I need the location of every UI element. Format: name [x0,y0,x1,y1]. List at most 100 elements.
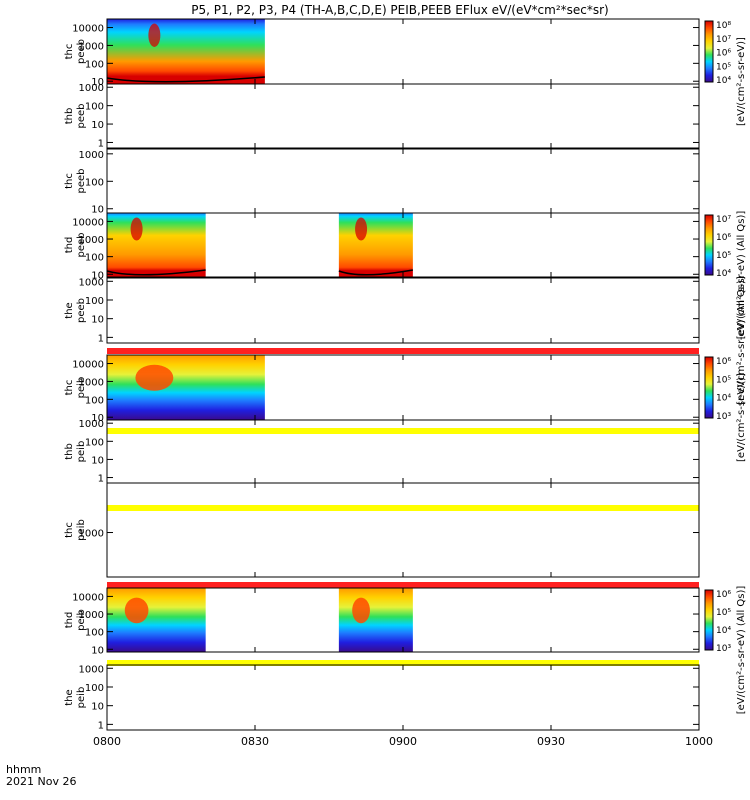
date-label: 2021 Nov 26 [6,775,76,788]
y-tick-label: 10000 [72,217,104,228]
panel-probe-label: thc [64,173,75,189]
panel-product-label: peib [76,377,87,399]
spectrogram-span [107,355,265,420]
panel-10: 1 10 100 1000 the peib [64,664,700,731]
y-tick-label: 10 [91,702,104,713]
y-tick-label: 10 [91,413,104,424]
panel-product-label: peeb [76,104,87,129]
colorbar-tick-label: 10⁶ [716,49,731,59]
colorbar-tick-label: 10⁸ [716,21,731,31]
y-tick-label: 100 [85,683,104,694]
colorbar-tick-label: 10⁵ [716,62,731,72]
spectrogram-span [338,588,413,652]
panel-product-label: peib [76,441,87,463]
colorbar-label: [eV/(cm²-s-sr-eV)] [736,373,747,462]
colorbar-tick-label: 10⁴ [716,269,731,279]
panel-probe-label: thd [64,612,75,629]
y-tick-label: 100 [85,395,104,406]
time-axis: 0800 0830 0900 0930 1000 [93,735,713,748]
panel-probe-label: thc [64,44,75,60]
panel-frame [106,664,700,731]
panel-probe-label: thb [64,108,75,125]
panel-frame [106,83,700,149]
x-tick-label: 0930 [537,735,565,748]
panel-probe-label: thc [64,380,75,396]
colorbar-tick-label: 10⁴ [716,626,731,636]
panel-product-label: peib [76,609,87,631]
spectrogram-span [107,588,206,652]
colorbar-tick-label: 10⁶ [716,357,731,367]
panel-probe-label: the [64,302,75,318]
panel-product-label: peib [76,687,87,709]
y-tick-label: 1 [98,720,104,731]
figure-title: P5, P1, P2, P3, P4 (TH-A,B,C,D,E) PEIB,P… [191,3,608,17]
y-tick-label: 100 [85,437,104,448]
y-tick-label: 1 [98,138,104,149]
flux-hotspot [352,597,370,624]
y-tick-label: 1000 [79,610,104,621]
colorbar-tick-label: 10⁶ [716,590,731,600]
y-tick-label: 10000 [72,24,104,35]
y-tick-label: 100 [85,253,104,264]
spacecraft-potential-line [106,76,265,83]
panel-product-label: peeb [76,298,87,323]
y-tick-label: 1000 [79,529,104,540]
panel-frame [106,148,700,214]
y-tick-label: 1000 [79,83,104,94]
y-tick-label: 1000 [79,277,104,288]
spectrogram-span [107,213,206,277]
y-tick-label: 100 [85,177,104,188]
panel-frame [106,482,700,578]
y-tick-label: 10 [91,205,104,216]
panel-product-label: peeb [76,169,87,194]
panel-5: 1 10 100 1000 the peeb [eV/(cm²-s-sr-eV) (All … [64,276,747,405]
panel-probe-label: the [64,689,75,705]
y-tick-label: 10 [91,645,104,656]
flux-hotspot [130,217,143,241]
y-tick-label: 1 [98,474,104,485]
colorbar [704,589,714,651]
y-tick-label: 1 [98,333,104,344]
y-tick-label: 10 [91,455,104,466]
flux-hotspot [148,23,161,47]
colorbar-tick-label: 10³ [716,412,731,422]
colorbar-tick-label: 10³ [716,644,731,654]
colorbar-tick-label: 10⁶ [716,233,731,243]
y-tick-label: 100 [85,296,104,307]
panel-frame [106,277,700,344]
colorbar [704,214,714,276]
spacecraft-potential-line [338,269,413,276]
y-tick-label: 10 [91,77,104,88]
y-tick-label: 1000 [79,150,104,161]
y-tick-label: 1000 [79,235,104,246]
colorbar-tick-label: 10⁷ [716,215,731,225]
mode-bar [107,348,699,354]
colorbar [704,356,714,419]
panel-product-label: peeb [76,233,87,258]
y-tick-label: 1000 [79,41,104,52]
colorbar-label: [eV/(cm²-s-sr-eV) (All Qs)] [736,211,747,340]
colorbar-tick-label: 10⁵ [716,251,731,261]
y-tick-label: 10000 [72,592,104,603]
colorbar-label: [eV/(cm²-s-sr-eV) (All Qs)] [736,276,747,405]
spacecraft-potential-line [106,269,206,276]
panel-8: 1000 thc peib [64,482,700,588]
spectrogram-span [107,19,265,84]
mode-bar [107,428,699,434]
panel-product-label: peib [76,519,87,541]
mode-bar [107,660,699,666]
colorbar-label: [eV/(cm²-s-sr-eV) (All Qs)] [736,586,747,715]
panel-3: 10 100 1000 thc peeb [64,148,700,216]
y-tick-label: 100 [85,59,104,70]
y-tick-label: 100 [85,102,104,113]
colorbar-tick-label: 10⁷ [716,35,731,45]
colorbar-label: [eV/(cm²-s-sr-eV)] [736,37,747,126]
panel-probe-label: thc [64,522,75,538]
panel-probe-label: thd [64,237,75,254]
y-tick-label: 10000 [72,360,104,371]
panel-7: 1 10 100 1000 thb peib [64,419,700,511]
